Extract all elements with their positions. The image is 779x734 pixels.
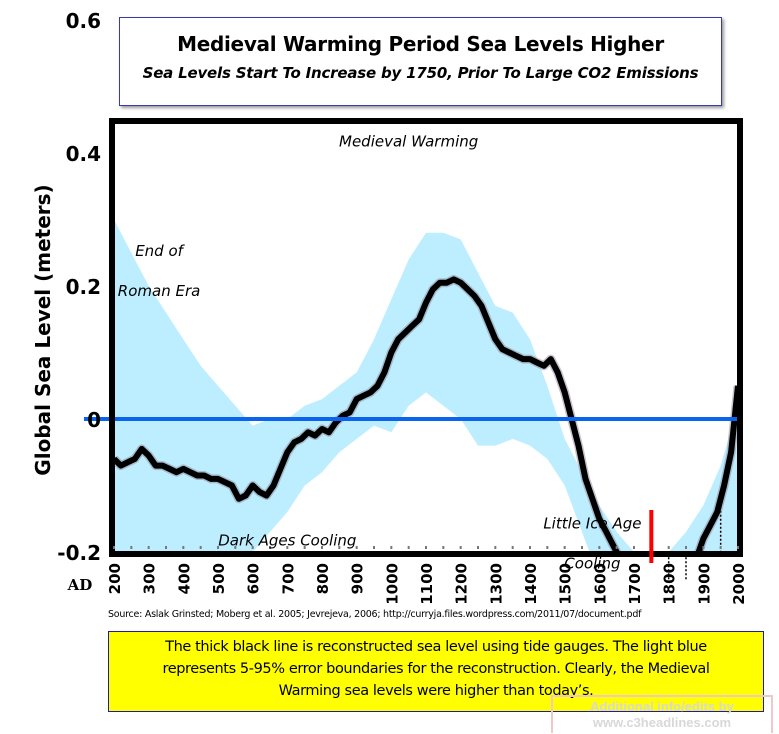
x-tick-label: 1300 xyxy=(487,563,505,605)
annotation-label: End of xyxy=(135,242,185,260)
chart-subtitle: Sea Levels Start To Increase by 1750, Pr… xyxy=(142,64,699,82)
y-axis-label: Global Sea Level (meters) xyxy=(31,184,55,475)
axis-layer: -0.2 0 0.2 0.4 0.6 200 300 400 500 600 700 800 900 10… xyxy=(31,9,748,605)
title-box: Medieval Warming Period Sea Levels Highe… xyxy=(119,17,722,106)
note-line: Warming sea levels were higher than toda… xyxy=(278,683,594,699)
annotation-label: Medieval Warming xyxy=(339,132,478,150)
x-tick-label: 1600 xyxy=(591,563,609,605)
note-line: represents 5-95% error boundaries for th… xyxy=(162,661,710,677)
annotation-label: Cooling xyxy=(564,555,620,573)
y-tick-label: 0.6 xyxy=(66,9,101,33)
error-band xyxy=(114,219,738,552)
x-tick-label: 1900 xyxy=(695,563,713,605)
y-tick-label: -0.2 xyxy=(57,541,101,565)
sea-level-line-layer xyxy=(114,274,738,552)
x-tick-label: 200 xyxy=(106,563,124,594)
source-citation: Source: Aslak Grinsted; Moberg et al. 20… xyxy=(108,609,642,620)
x-tick-label: 600 xyxy=(245,563,263,594)
y-tick-label: 0.4 xyxy=(66,142,101,166)
x-tick-label: 1000 xyxy=(383,563,401,605)
x-tick-label: 500 xyxy=(210,563,228,594)
sea-level-line xyxy=(114,276,738,552)
x-tick-label: 2000 xyxy=(730,563,748,605)
plot-frame xyxy=(109,118,743,557)
watermark: Additional info/edits by www.c3headlines… xyxy=(551,695,773,733)
y-tick-label: 0.2 xyxy=(66,275,101,299)
y-tick-label: 0 xyxy=(87,408,101,432)
watermark-line: www.c3headlines.com xyxy=(592,715,732,730)
plot-frame-layer xyxy=(109,118,743,563)
x-tick-label: 1100 xyxy=(418,563,436,605)
annotation-label: Roman Era xyxy=(118,282,201,300)
x-tick-label: 1700 xyxy=(626,563,644,605)
annotation-label: Dark Ages Cooling xyxy=(218,531,356,549)
chart-title: Medieval Warming Period Sea Levels Highe… xyxy=(177,32,664,56)
annotation-layer: Medieval Warming End of Roman Era Dark Ages… xyxy=(118,132,642,572)
x-tick-label: 800 xyxy=(314,563,332,594)
x-tick-label: 700 xyxy=(279,563,297,594)
x-tick-label: 1200 xyxy=(453,563,471,605)
error-band-layer xyxy=(114,219,738,552)
note-line: The thick black line is reconstructed se… xyxy=(165,639,707,655)
explanation-note: The thick black line is reconstructed se… xyxy=(108,631,764,712)
watermark-line: Additional info/edits by xyxy=(590,699,734,714)
x-tick-label: 1500 xyxy=(557,563,575,605)
x-tick-label: 900 xyxy=(349,563,367,594)
x-tick-label: 1400 xyxy=(522,563,540,605)
annotation-label: Little Ice Age xyxy=(543,515,641,533)
x-tick-label: 1800 xyxy=(661,563,679,605)
x-axis-label: AD xyxy=(67,576,93,594)
x-tick-label: 300 xyxy=(141,563,159,594)
x-tick-label: 400 xyxy=(175,563,193,594)
